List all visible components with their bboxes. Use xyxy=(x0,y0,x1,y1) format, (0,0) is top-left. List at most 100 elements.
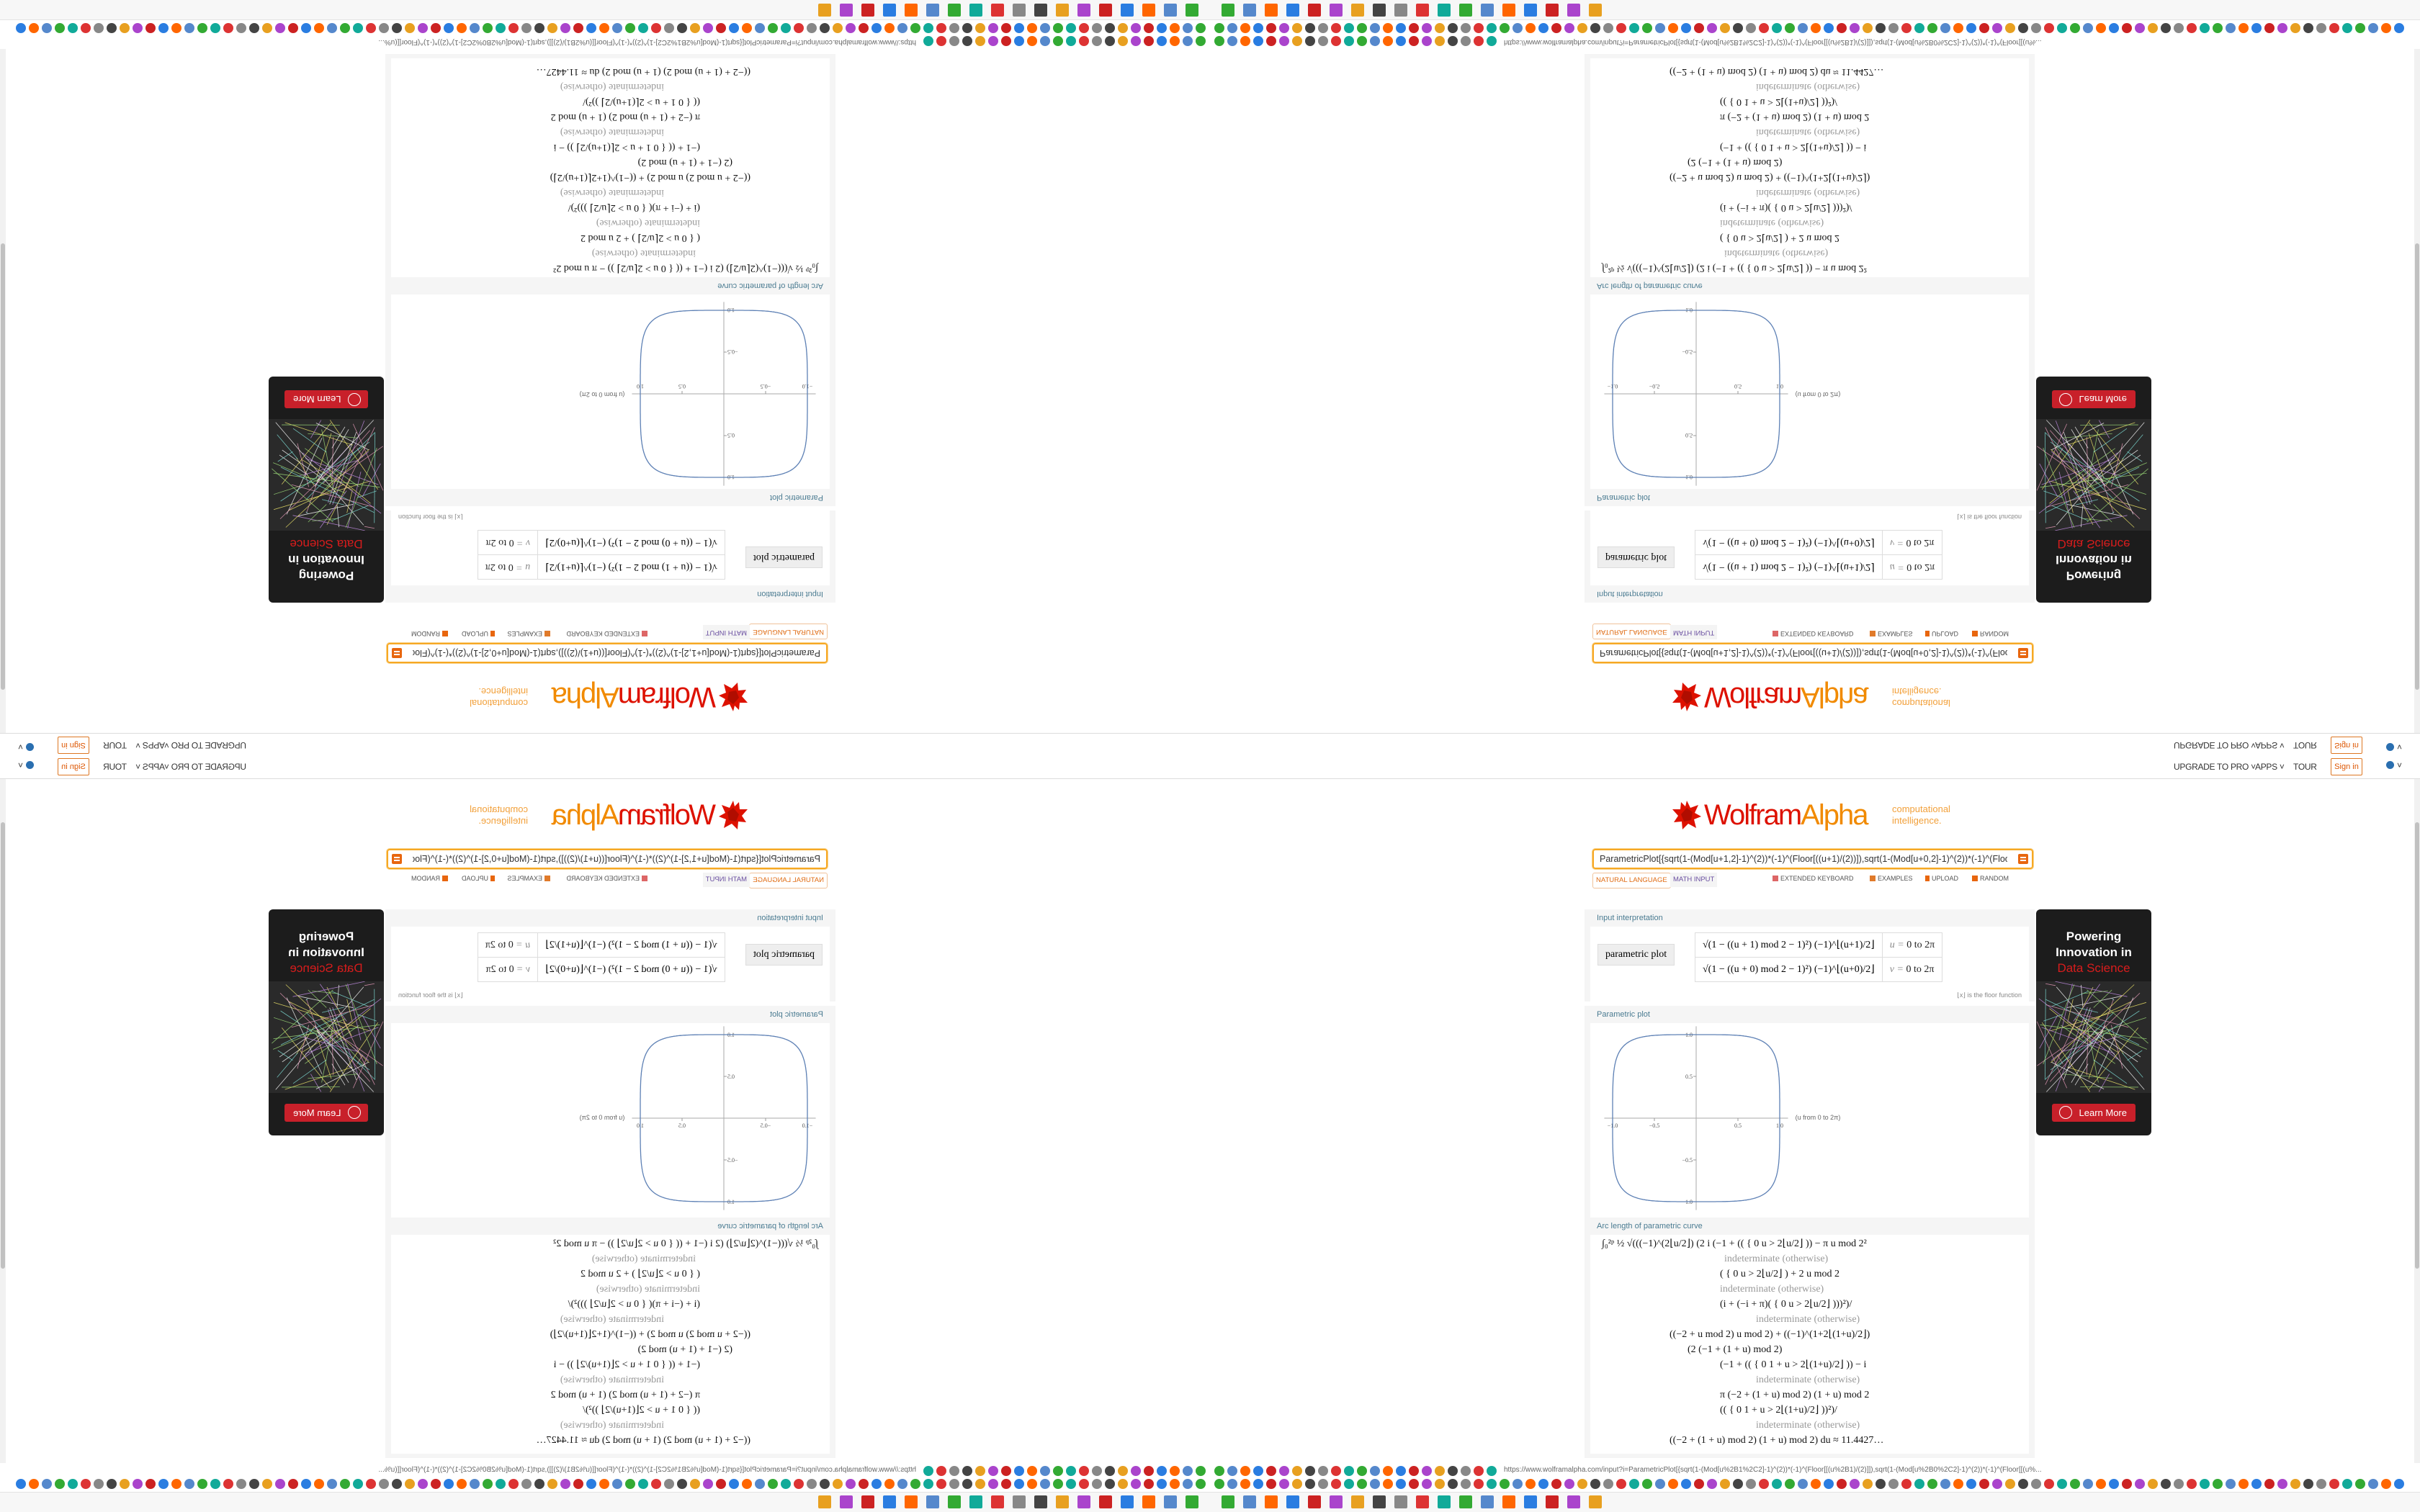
toolbar-icon[interactable] xyxy=(1500,23,1510,34)
toolbar-icon[interactable] xyxy=(340,1478,350,1489)
toolbar-icon[interactable] xyxy=(1266,23,1276,34)
toolbar-icon[interactable] xyxy=(612,1478,622,1489)
browser-toolbar-icons[interactable] xyxy=(1213,36,1498,48)
math-input-tab[interactable]: MATH INPUT xyxy=(1670,873,1718,887)
bookmarks-bar[interactable] xyxy=(0,23,1210,36)
taskbar-app-icon[interactable] xyxy=(1142,1495,1155,1508)
toolbar-icon[interactable] xyxy=(1681,1478,1691,1489)
toolbar-icon[interactable] xyxy=(1487,1465,1497,1476)
toolbar-icon[interactable] xyxy=(1344,23,1354,34)
toolbar-icon[interactable] xyxy=(1759,23,1769,34)
taskbar-app-icon[interactable] xyxy=(1056,4,1069,17)
toolbar-icon[interactable] xyxy=(1305,1465,1315,1476)
toolbar-icon[interactable] xyxy=(846,1478,856,1489)
toolbar-icon[interactable] xyxy=(1448,1465,1458,1476)
toolbar-icon[interactable] xyxy=(379,1478,389,1489)
toolbar-icon[interactable] xyxy=(431,1478,441,1489)
toolbar-icon[interactable] xyxy=(1940,23,1950,34)
taskbar-app-icon[interactable] xyxy=(1265,1495,1278,1508)
toolbar-icon[interactable] xyxy=(560,1478,570,1489)
toolbar-icon[interactable] xyxy=(1616,1478,1626,1489)
toolbar-icon[interactable] xyxy=(1953,23,1963,34)
toolbar-icon[interactable] xyxy=(949,1465,959,1476)
toolbar-icon[interactable] xyxy=(1435,36,1445,47)
toolbar-icon[interactable] xyxy=(1551,1478,1561,1489)
toolbar-icon[interactable] xyxy=(1040,36,1050,47)
toolbar-icon[interactable] xyxy=(2187,23,2197,34)
toolbar-icon[interactable] xyxy=(1396,1478,1406,1489)
taskbar-app-icon[interactable] xyxy=(1459,4,1472,17)
taskbar-app-icon[interactable] xyxy=(1416,1495,1429,1508)
toolbar-icon[interactable] xyxy=(573,23,583,34)
ad-banner[interactable]: Powering Innovation in Data Science Lear… xyxy=(2036,377,2151,603)
toolbar-icon[interactable] xyxy=(1966,23,1976,34)
extended-keyboard-button[interactable]: EXTENDED KEYBOARD xyxy=(566,630,647,637)
taskbar-app-icon[interactable] xyxy=(991,4,1004,17)
toolbar-icon[interactable] xyxy=(496,1478,506,1489)
toolbar-icon[interactable] xyxy=(2044,1478,2054,1489)
toolbar-icon[interactable] xyxy=(781,1478,791,1489)
toolbar-icon[interactable] xyxy=(2135,23,2145,34)
toolbar-icon[interactable] xyxy=(1305,36,1315,47)
taskbar-app-icon[interactable] xyxy=(1438,4,1451,17)
taskbar[interactable] xyxy=(0,1492,1210,1512)
toolbar-icon[interactable] xyxy=(2148,1478,2158,1489)
ad-banner[interactable]: Powering Innovation in Data Science Lear… xyxy=(2036,909,2151,1135)
taskbar-app-icon[interactable] xyxy=(1438,1495,1451,1508)
toolbar-icon[interactable] xyxy=(1014,36,1024,47)
toolbar-icon[interactable] xyxy=(197,1478,207,1489)
toolbar-icon[interactable] xyxy=(171,1478,182,1489)
toolbar-icon[interactable] xyxy=(1370,23,1380,34)
toolbar-icon[interactable] xyxy=(1253,36,1263,47)
toolbar-icon[interactable] xyxy=(42,23,52,34)
examples-button[interactable]: EXAMPLES xyxy=(507,630,550,637)
toolbar-icon[interactable] xyxy=(923,1478,933,1489)
toolbar-icon[interactable] xyxy=(1642,23,1652,34)
toolbar-icon[interactable] xyxy=(1227,1465,1237,1476)
toolbar-icon[interactable] xyxy=(742,1478,752,1489)
toolbar-icon[interactable] xyxy=(223,1478,233,1489)
toolbar-icon[interactable] xyxy=(1863,23,1873,34)
taskbar-icons[interactable] xyxy=(814,1495,1203,1508)
toolbar-icon[interactable] xyxy=(1876,23,1886,34)
toolbar-icon[interactable] xyxy=(1487,36,1497,47)
toolbar-icon[interactable] xyxy=(1668,1478,1678,1489)
toolbar-icon[interactable] xyxy=(547,23,557,34)
toolbar-icon[interactable] xyxy=(1196,1478,1206,1489)
toolbar-icon[interactable] xyxy=(975,1478,985,1489)
toolbar-icon[interactable] xyxy=(1422,23,1432,34)
toolbar-icon[interactable] xyxy=(1733,23,1743,34)
taskbar-app-icon[interactable] xyxy=(1502,4,1515,17)
toolbar-icon[interactable] xyxy=(1079,36,1089,47)
toolbar-icon[interactable] xyxy=(158,1478,169,1489)
toolbar-icon[interactable] xyxy=(1079,1465,1089,1476)
toolbar-icon[interactable] xyxy=(560,23,570,34)
taskbar-app-icon[interactable] xyxy=(1524,4,1537,17)
toolbar-icon[interactable] xyxy=(547,1478,557,1489)
taskbar[interactable] xyxy=(0,0,1210,20)
toolbar-icon[interactable] xyxy=(1014,23,1024,34)
toolbar-icon[interactable] xyxy=(2264,23,2275,34)
tour-link[interactable]: TOUR xyxy=(2293,762,2317,772)
taskbar-app-icon[interactable] xyxy=(840,4,853,17)
scrollbar-thumb[interactable] xyxy=(1,822,5,1269)
random-button[interactable]: RANDOM xyxy=(1972,875,2009,882)
toolbar-icon[interactable] xyxy=(1053,1478,1063,1489)
toolbar-icon[interactable] xyxy=(962,1465,972,1476)
toolbar-icon[interactable] xyxy=(405,23,415,34)
toolbar-icon[interactable] xyxy=(1253,1478,1263,1489)
toolbar-icon[interactable] xyxy=(2355,23,2365,34)
toolbar-icon[interactable] xyxy=(1500,1478,1510,1489)
apps-menu[interactable]: APPS ˅ xyxy=(2255,740,2285,750)
toolbar-icon[interactable] xyxy=(2251,1478,2262,1489)
toolbar-icon[interactable] xyxy=(1292,36,1302,47)
toolbar-icon[interactable] xyxy=(703,1478,713,1489)
taskbar-app-icon[interactable] xyxy=(1394,1495,1407,1508)
bookmarks-bar[interactable] xyxy=(0,1476,1210,1489)
toolbar-icon[interactable] xyxy=(1279,36,1289,47)
toolbar-icon[interactable] xyxy=(573,1478,583,1489)
toolbar-icon[interactable] xyxy=(1914,23,1924,34)
natural-language-tab[interactable]: NATURAL LANGUAGE xyxy=(749,873,828,888)
toolbar-icon[interactable] xyxy=(1811,1478,1821,1489)
toolbar-icon[interactable] xyxy=(1157,36,1167,47)
